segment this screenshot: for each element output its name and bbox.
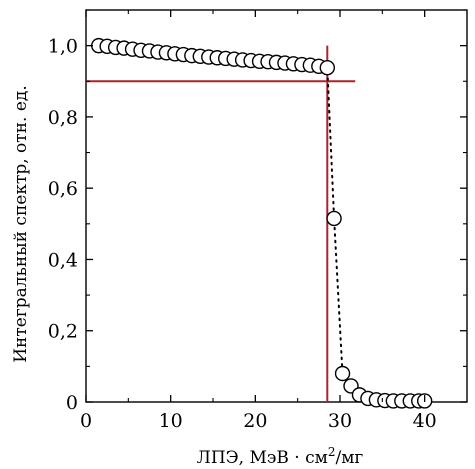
x-tick-label: 0 <box>80 410 92 432</box>
x-axis-title-superscript: 2 <box>328 445 336 459</box>
series-dotted-line <box>97 44 426 402</box>
data-point <box>326 210 342 227</box>
plot-frame-group <box>85 9 468 403</box>
data-point <box>319 60 335 76</box>
x-axis-ticks: 0 10 20 30 40 <box>80 10 437 432</box>
x-tick-label: 30 <box>328 410 352 432</box>
y-tick-label: 1,0 <box>48 36 78 58</box>
x-tick-label: 20 <box>243 410 267 432</box>
reference-lines <box>86 45 356 402</box>
series-line <box>97 44 426 402</box>
y-axis-title: Интегральный спектр, отн. ед. <box>11 85 31 363</box>
series-markers <box>90 37 433 409</box>
y-tick-label: 0,8 <box>48 107 78 129</box>
x-axis-title-main: ЛПЭ, МэВ · см <box>197 448 328 468</box>
x-axis-title-tail: /мг <box>335 448 363 468</box>
plot-frame <box>85 9 468 403</box>
y-tick-label: 0,2 <box>48 321 78 343</box>
x-axis-title: ЛПЭ, МэВ · см2/мг <box>197 445 364 468</box>
y-axis-ticks: 0 0,2 0,4 0,6 0,8 1,0 <box>48 9 467 414</box>
x-tick-label: 40 <box>413 410 437 432</box>
data-point <box>334 365 351 382</box>
y-tick-label: 0,4 <box>48 249 78 271</box>
y-tick-label: 0,6 <box>48 178 78 200</box>
y-tick-label: 0 <box>66 392 78 414</box>
x-tick-label: 10 <box>159 410 183 432</box>
